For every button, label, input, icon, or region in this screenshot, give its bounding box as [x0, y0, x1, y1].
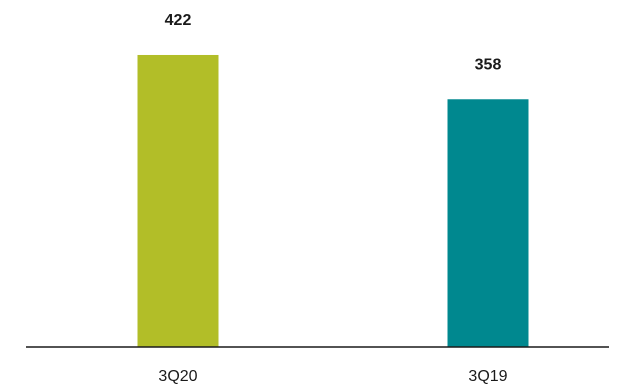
bars-group — [137, 54, 529, 347]
bar-3q19 — [447, 99, 529, 347]
category-label-3q19: 3Q19 — [468, 368, 507, 385]
category-label-3q20: 3Q20 — [158, 368, 197, 385]
value-label-3q19: 358 — [475, 56, 502, 73]
bar-3q20 — [137, 54, 219, 347]
labels-group: 422 3Q20 358 3Q19 — [158, 12, 507, 385]
value-label-3q20: 422 — [165, 12, 192, 29]
